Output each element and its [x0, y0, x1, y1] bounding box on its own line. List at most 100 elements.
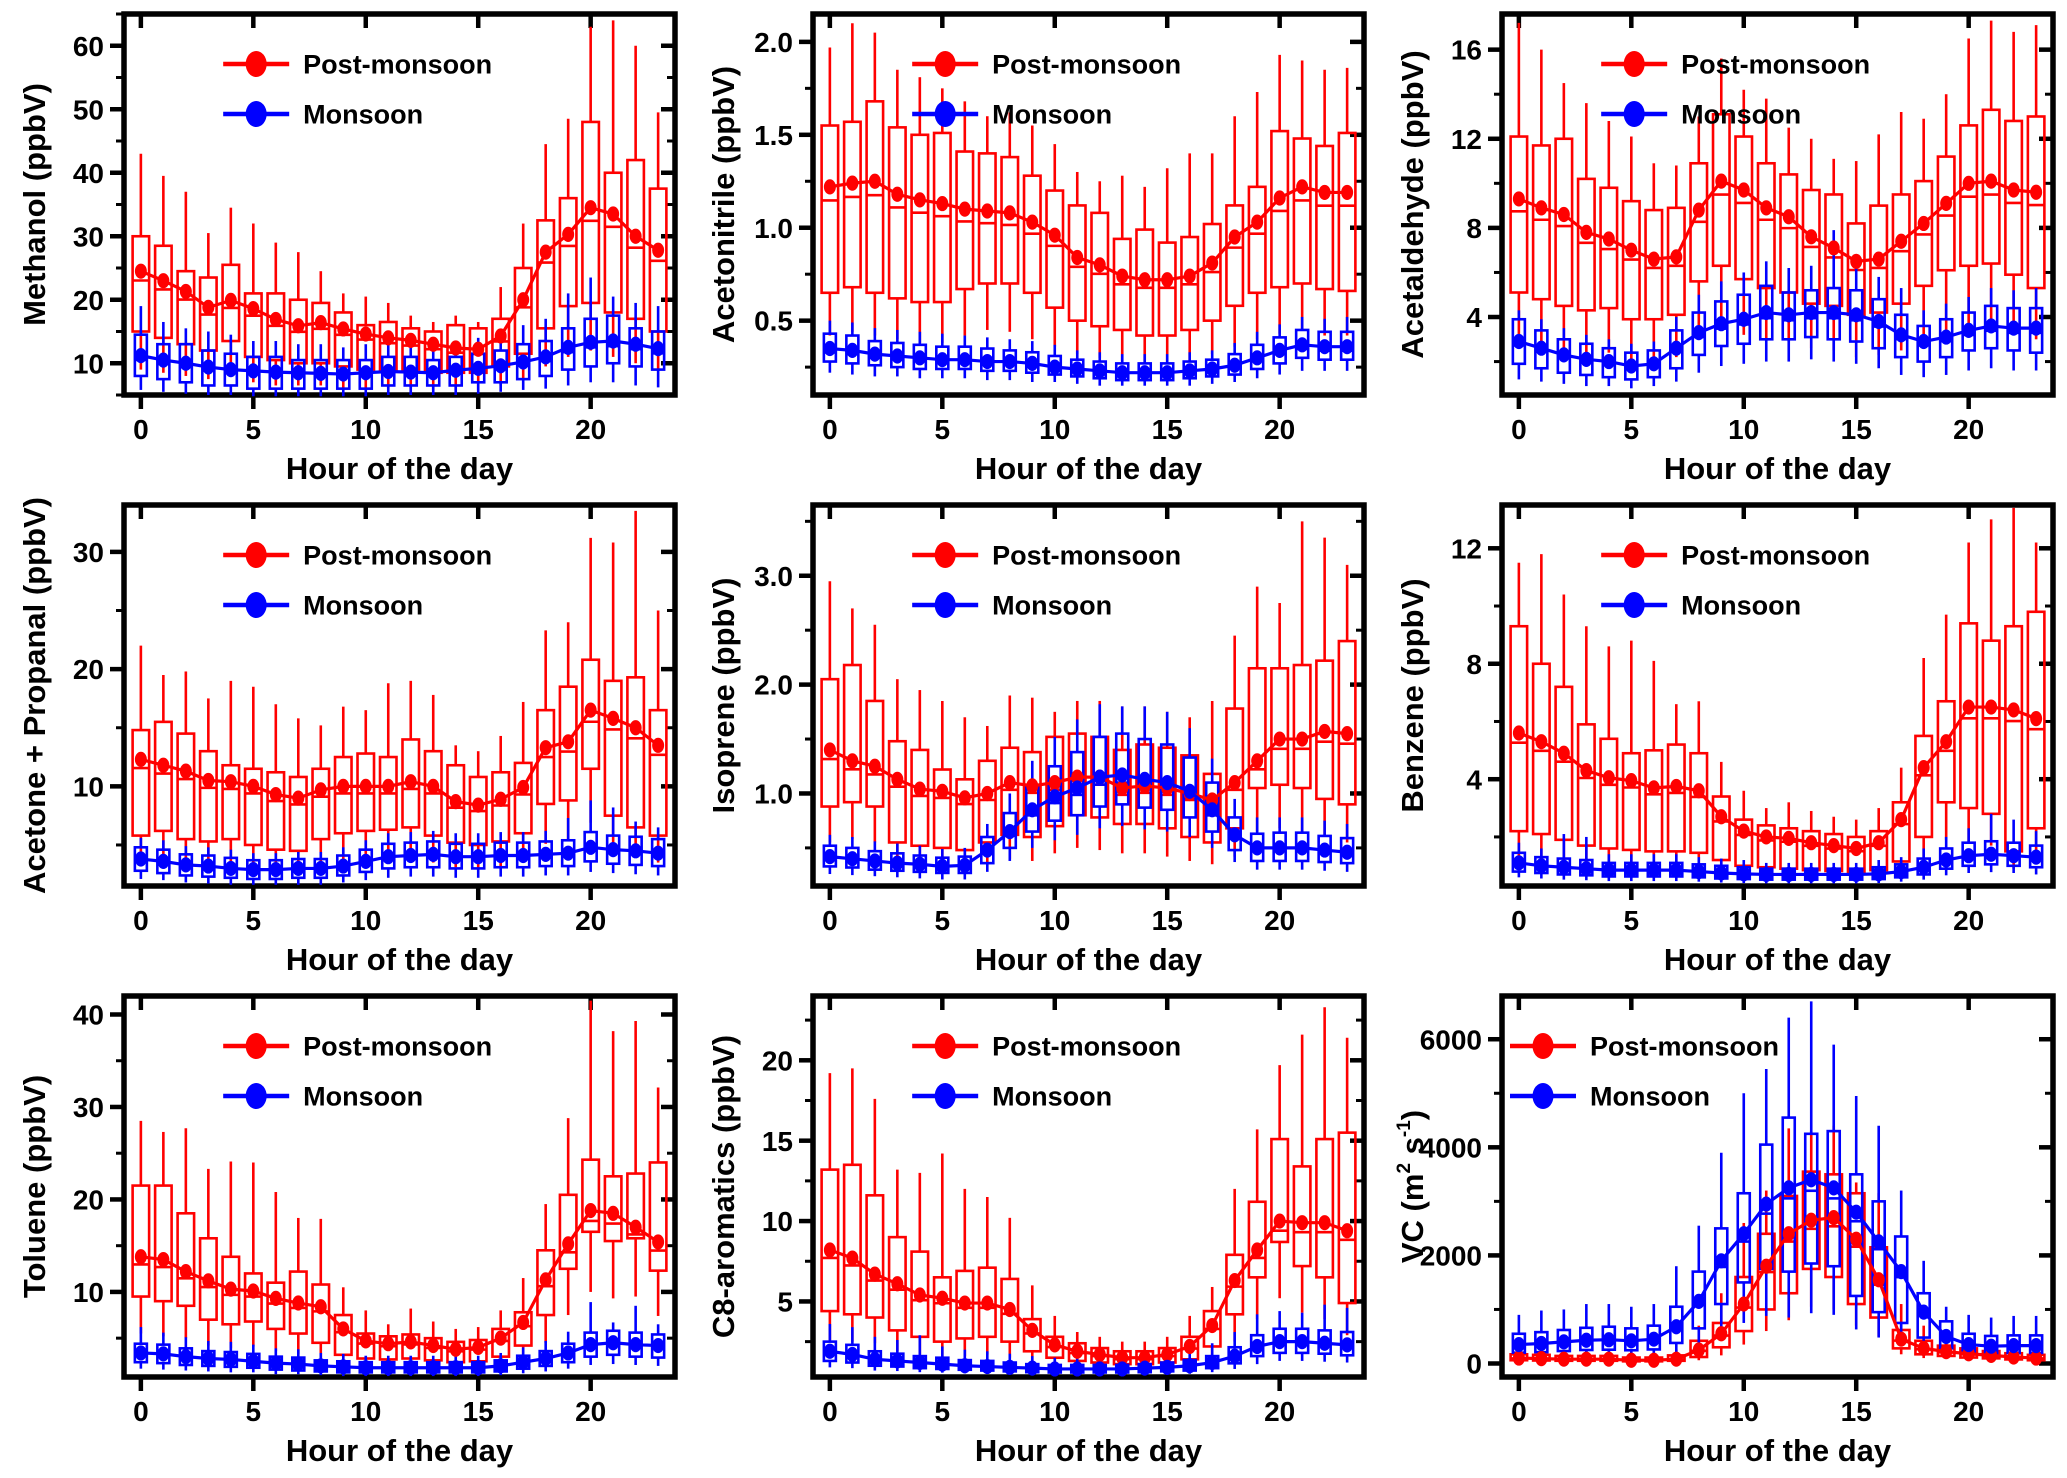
y-tick-label: 12	[1451, 124, 1482, 155]
legend-label-monsoon: Monsoon	[992, 591, 1112, 621]
legend-marker-icon	[934, 101, 956, 127]
y-tick-label: 1.0	[754, 779, 793, 810]
x-tick-label: 20	[1264, 905, 1295, 936]
series-mean-post-monsoon	[823, 1213, 1354, 1366]
legend-label-post-monsoon: Post-monsoon	[992, 1032, 1181, 1062]
y-tick-label: 0	[1466, 1349, 1482, 1380]
x-axis-label: Hour of the day	[975, 451, 1203, 486]
series-mean-monsoon	[823, 767, 1354, 875]
y-axis-label: Toluene (ppbV)	[17, 1075, 52, 1298]
x-tick-label: 15	[1152, 414, 1183, 445]
x-axis-label: Hour of the day	[1664, 1433, 1892, 1468]
x-axis-label: Hour of the day	[286, 451, 514, 486]
legend-marker-icon	[245, 1083, 267, 1109]
y-tick-label: 5	[777, 1287, 793, 1318]
x-tick-label: 0	[1511, 905, 1527, 936]
y-tick-label: 1.5	[754, 120, 793, 151]
series-mean-post-monsoon	[134, 200, 665, 357]
x-tick-label: 5	[246, 414, 262, 445]
x-tick-label: 5	[1624, 1396, 1640, 1427]
plot-frame	[1499, 993, 2056, 1380]
legend-label-monsoon: Monsoon	[1681, 100, 1801, 130]
legend-label-post-monsoon: Post-monsoon	[303, 541, 492, 571]
y-axis-label: C8-aromatics (ppbV)	[706, 1035, 741, 1338]
x-tick-label: 15	[463, 414, 494, 445]
y-tick-label: 20	[73, 1185, 104, 1216]
legend-label-post-monsoon: Post-monsoon	[1681, 541, 1870, 571]
series-mean-post-monsoon	[134, 702, 665, 813]
series-mean-post-monsoon	[823, 173, 1354, 288]
x-tick-label: 5	[935, 414, 951, 445]
series-mean-post-monsoon	[1512, 173, 2043, 269]
y-axis-label: VC (m2 s-1)	[1394, 1110, 1430, 1263]
y-axis-label: Acetonitrile (ppbV)	[706, 66, 741, 343]
panel-c8-aromatics: 5 10 15 20 0 5 10 15 20 Post-monsoon Monsoon Hour o…	[689, 982, 1378, 1473]
y-tick-label: 40	[73, 1000, 104, 1031]
y-axis-label: Acetone + Propanal (ppbV)	[17, 497, 52, 894]
legend-marker-icon	[1623, 542, 1645, 568]
legend-marker-icon	[245, 1033, 267, 1059]
y-tick-label: 0.5	[754, 306, 793, 337]
legend-marker-icon	[245, 51, 267, 77]
legend-marker-icon	[934, 542, 956, 568]
legend-marker-icon	[1532, 1083, 1554, 1109]
legend-label-post-monsoon: Post-monsoon	[1681, 50, 1870, 80]
chart-vc: 0 2000 4000 6000 0 5 10 15 20 Post-monsoon Monsoon…	[1394, 993, 2056, 1468]
chart-toluene: 10 20 30 40 0 5 10 15 20 Post-monsoon Monsoon Hour …	[17, 993, 678, 1468]
x-tick-label: 0	[1511, 1396, 1527, 1427]
legend-label-monsoon: Monsoon	[1681, 591, 1801, 621]
x-tick-label: 10	[350, 905, 381, 936]
x-tick-label: 10	[1039, 905, 1070, 936]
panel-acetone-propanal: 10 20 30 0 5 10 15 20 Post-monsoon Monsoon Hour of…	[0, 491, 689, 982]
y-tick-label: 6000	[1420, 1024, 1482, 1055]
y-tick-label: 60	[73, 31, 104, 62]
series-mean-monsoon	[1512, 846, 2043, 883]
legend-marker-icon	[245, 101, 267, 127]
y-tick-label: 16	[1451, 35, 1482, 66]
legend-label-post-monsoon: Post-monsoon	[992, 50, 1181, 80]
chart-c8-aromatics: 5 10 15 20 0 5 10 15 20 Post-monsoon Monsoon Hour o…	[706, 993, 1367, 1468]
legend-label-monsoon: Monsoon	[992, 100, 1112, 130]
x-tick-label: 20	[575, 414, 606, 445]
legend-marker-icon	[934, 1083, 956, 1109]
x-tick-label: 20	[575, 1396, 606, 1427]
legend-label-monsoon: Monsoon	[303, 591, 423, 621]
y-tick-label: 10	[762, 1206, 793, 1237]
x-tick-label: 15	[1152, 905, 1183, 936]
panel-methanol: 10 20 30 40 50 60 0 5 10 15 20 Post-monsoon Monsoon H…	[0, 0, 689, 491]
x-tick-label: 20	[1264, 1396, 1295, 1427]
series-mean-post-monsoon	[823, 723, 1354, 808]
legend-label-monsoon: Monsoon	[303, 1082, 423, 1112]
y-tick-label: 4	[1466, 302, 1482, 333]
x-tick-label: 0	[133, 905, 149, 936]
x-tick-label: 15	[1841, 414, 1872, 445]
chart-isoprene: 1.0 2.0 3.0 0 5 10 15 20 Post-monsoon Monsoon Hour…	[706, 502, 1367, 977]
legend-marker-icon	[934, 1033, 956, 1059]
x-tick-label: 0	[822, 1396, 838, 1427]
x-axis-label: Hour of the day	[1664, 942, 1892, 977]
y-tick-label: 30	[73, 1092, 104, 1123]
panel-toluene: 10 20 30 40 0 5 10 15 20 Post-monsoon Monsoon Hour …	[0, 982, 689, 1473]
y-tick-label: 30	[73, 537, 104, 568]
x-tick-label: 20	[575, 905, 606, 936]
panel-vc: 0 2000 4000 6000 0 5 10 15 20 Post-monsoon Monsoon…	[1378, 982, 2067, 1473]
x-tick-label: 15	[463, 1396, 494, 1427]
y-tick-label: 8	[1466, 213, 1482, 244]
chart-benzene: 4 8 12 0 5 10 15 20 Post-monsoon Monsoon Hour of t…	[1395, 502, 2056, 977]
y-tick-label: 2.0	[754, 670, 793, 701]
series-mean-monsoon	[823, 337, 1354, 381]
series-mean-post-monsoon	[1512, 1209, 2043, 1368]
series-mean-monsoon	[1512, 304, 2043, 374]
x-tick-label: 10	[1039, 1396, 1070, 1427]
y-tick-label: 3.0	[754, 561, 793, 592]
y-tick-label: 20	[73, 654, 104, 685]
x-tick-label: 15	[463, 905, 494, 936]
panel-isoprene: 1.0 2.0 3.0 0 5 10 15 20 Post-monsoon Monsoon Hour…	[689, 491, 1378, 982]
y-axis-label: Methanol (ppbV)	[17, 83, 52, 326]
chart-acetone-propanal: 10 20 30 0 5 10 15 20 Post-monsoon Monsoon Hour of…	[17, 497, 678, 977]
x-tick-label: 15	[1152, 1396, 1183, 1427]
y-axis-label: Benzene (ppbV)	[1395, 578, 1430, 812]
y-tick-label: 12	[1451, 533, 1482, 564]
y-tick-label: 30	[73, 221, 104, 252]
x-tick-label: 0	[1511, 414, 1527, 445]
